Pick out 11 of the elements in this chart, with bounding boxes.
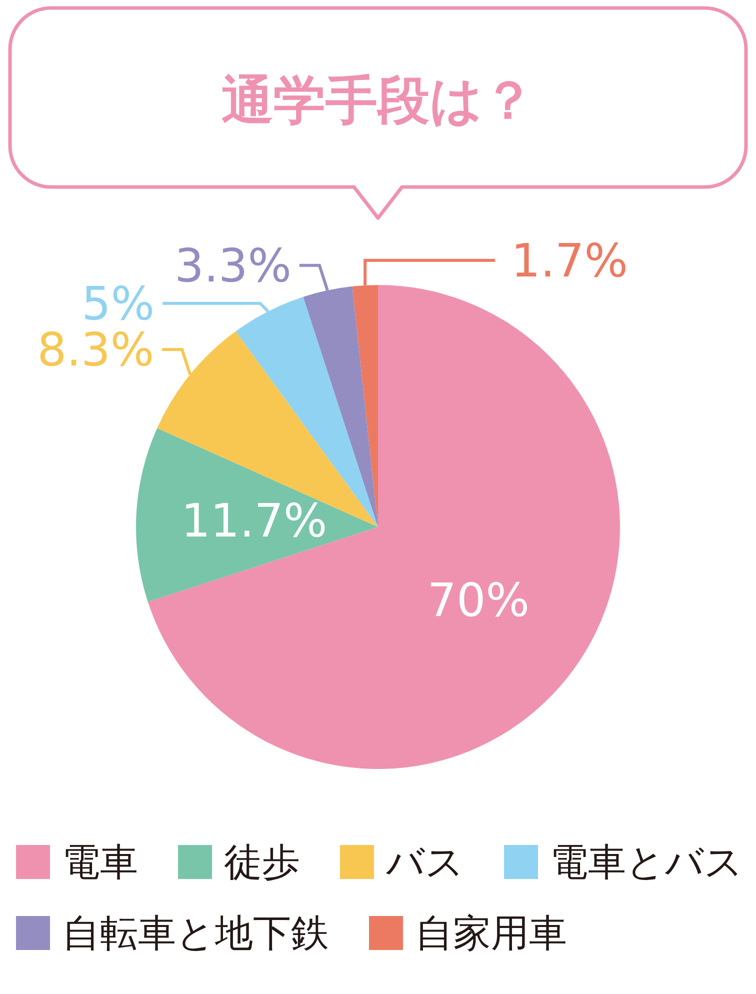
legend-label: 電車 <box>62 840 138 884</box>
legend-label: 自転車と地下鉄 <box>62 911 329 955</box>
legend-label: バス <box>385 840 464 884</box>
legend-label: 自家用車 <box>415 911 567 955</box>
data-label: 3.3% <box>174 238 292 292</box>
chart-title: 通学手段は？ <box>222 71 534 131</box>
data-label: 11.7% <box>181 493 328 548</box>
data-label: 1.7% <box>511 233 628 288</box>
legend-label: 電車とバス <box>550 840 743 884</box>
legend-label: 徒歩 <box>224 840 300 884</box>
data-label: 70% <box>427 572 530 627</box>
